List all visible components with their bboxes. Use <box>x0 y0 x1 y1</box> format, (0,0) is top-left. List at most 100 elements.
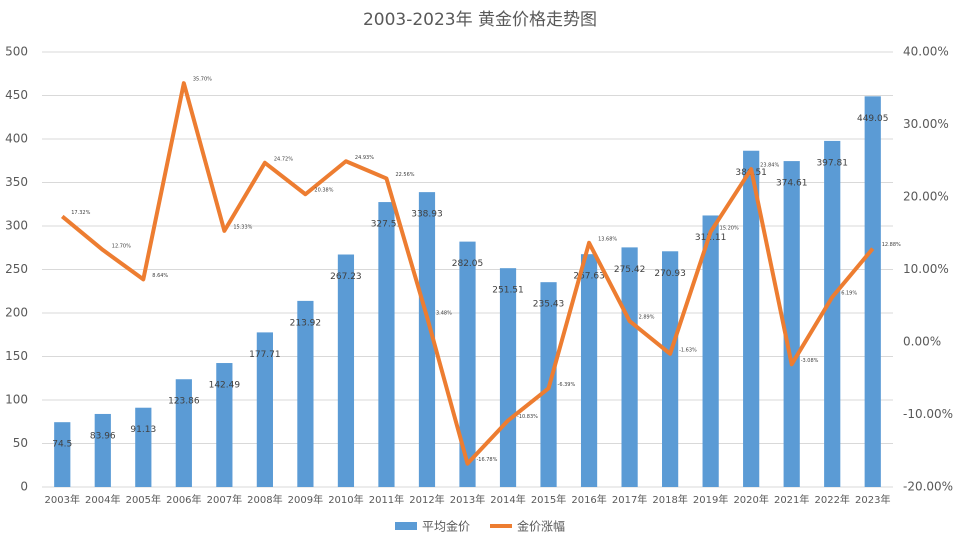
bar-value-label: 251.51 <box>492 286 524 296</box>
x-tick-label: 2017年 <box>612 493 647 506</box>
x-tick-label: 2009年 <box>288 493 323 506</box>
bar-value-label: 270.93 <box>654 269 686 279</box>
y-tick-label: 100 <box>5 393 28 407</box>
x-tick-label: 2019年 <box>693 493 728 506</box>
y-tick-label: 200 <box>5 306 28 320</box>
line-value-label: 20.38% <box>314 188 333 194</box>
bar <box>297 300 314 487</box>
line-value-label: 24.72% <box>274 156 293 162</box>
line-value-label: 17.32% <box>71 210 90 216</box>
bar <box>783 161 800 487</box>
bar <box>459 241 476 487</box>
line-value-label: 23.84% <box>760 163 779 169</box>
x-tick-label: 2015年 <box>531 493 566 506</box>
x-tick-label: 2020年 <box>733 493 768 506</box>
line-value-label: -3.08% <box>801 358 819 364</box>
bar-value-label: 338.93 <box>411 210 443 220</box>
x-tick-label: 2022年 <box>814 493 849 506</box>
bar-value-label: 282.05 <box>452 259 484 269</box>
y2-tick-label: 0.00% <box>903 335 941 349</box>
x-tick-label: 2003年 <box>45 493 80 506</box>
x-tick-label: 2014年 <box>490 493 525 506</box>
line-value-label: 24.93% <box>355 155 374 161</box>
bar <box>499 268 517 487</box>
legend-label: 平均金价 <box>422 519 470 534</box>
y-tick-label: 0 <box>20 480 28 494</box>
x-tick-label: 2013年 <box>450 493 485 506</box>
bar <box>256 332 273 487</box>
bar <box>743 150 760 487</box>
line-value-label: 12.70% <box>112 243 131 249</box>
line-value-label: 15.33% <box>233 224 252 230</box>
bar <box>337 254 355 487</box>
x-tick-label: 2008年 <box>247 493 282 506</box>
line-value-label: -10.83% <box>517 414 538 420</box>
y-tick-label: 350 <box>5 175 28 189</box>
y2-tick-label: 40.00% <box>903 45 949 59</box>
x-tick-label: 2012年 <box>409 493 444 506</box>
bar <box>864 96 881 487</box>
y-tick-label: 500 <box>5 45 28 59</box>
bar <box>135 407 152 487</box>
chart-title: 2003-2023年 黄金价格走势图 <box>363 10 597 30</box>
y2-tick-label: -20.00% <box>903 480 953 494</box>
x-tick-label: 2010年 <box>328 493 363 506</box>
bar <box>621 247 638 487</box>
bar-value-label: 142.49 <box>209 381 241 391</box>
bar-value-label: 267.63 <box>573 272 605 282</box>
y-tick-label: 450 <box>5 88 28 102</box>
bar-value-label: 74.5 <box>52 440 72 450</box>
legend-label: 金价涨幅 <box>517 519 565 534</box>
x-tick-label: 2018年 <box>652 493 687 506</box>
line-value-label: 12.88% <box>882 242 901 248</box>
line-value-label: -16.78% <box>477 457 498 463</box>
x-tick-label: 2007年 <box>207 493 242 506</box>
bar-value-label: 213.92 <box>290 318 322 328</box>
y2-tick-label: -10.00% <box>903 407 953 421</box>
bar <box>94 413 111 487</box>
y2-tick-label: 10.00% <box>903 262 949 276</box>
x-tick-label: 2021年 <box>774 493 809 506</box>
bar-value-label: 91.13 <box>130 425 156 435</box>
bar <box>824 140 841 487</box>
legend-swatch <box>395 522 417 530</box>
y2-tick-label: 20.00% <box>903 190 949 204</box>
x-tick-label: 2016年 <box>571 493 606 506</box>
line-value-label: 22.56% <box>395 172 414 178</box>
bar-value-label: 374.61 <box>776 179 808 189</box>
bar <box>418 192 436 487</box>
bar <box>378 202 395 488</box>
x-tick-label: 2006年 <box>166 493 201 506</box>
line <box>60 81 875 466</box>
bar-value-label: 449.05 <box>857 114 889 124</box>
line-value-label: 3.48% <box>436 310 452 316</box>
bar-value-label: 83.96 <box>90 431 116 441</box>
y-tick-label: 300 <box>5 219 28 233</box>
bar <box>175 379 192 487</box>
bar <box>54 422 71 487</box>
line-value-label: 13.68% <box>598 236 617 242</box>
y-tick-label: 150 <box>5 349 28 363</box>
bar <box>216 363 233 487</box>
bar-value-label: 267.23 <box>330 272 362 282</box>
bar-value-label: 235.43 <box>533 300 565 310</box>
bar <box>702 215 719 487</box>
bar-value-label: 177.71 <box>249 350 281 360</box>
y2-tick-label: 30.00% <box>903 117 949 131</box>
bar-value-label: 275.42 <box>614 265 646 275</box>
x-tick-label: 2005年 <box>126 493 161 506</box>
bar-value-label: 327.51 <box>371 220 403 230</box>
line-value-label: 8.64% <box>152 273 168 279</box>
x-tick-label: 2023年 <box>855 493 890 506</box>
line-value-label: 6.19% <box>841 291 857 297</box>
line-value-label: 15.20% <box>720 225 739 231</box>
line-value-label: 2.89% <box>639 315 655 321</box>
y-tick-label: 250 <box>5 262 28 276</box>
line-value-label: -1.63% <box>679 347 697 353</box>
bar <box>662 251 679 487</box>
x-tick-label: 2011年 <box>369 493 404 506</box>
line-value-label: 35.70% <box>193 77 212 83</box>
bar <box>580 254 598 487</box>
bar-value-label: 123.86 <box>168 397 200 407</box>
